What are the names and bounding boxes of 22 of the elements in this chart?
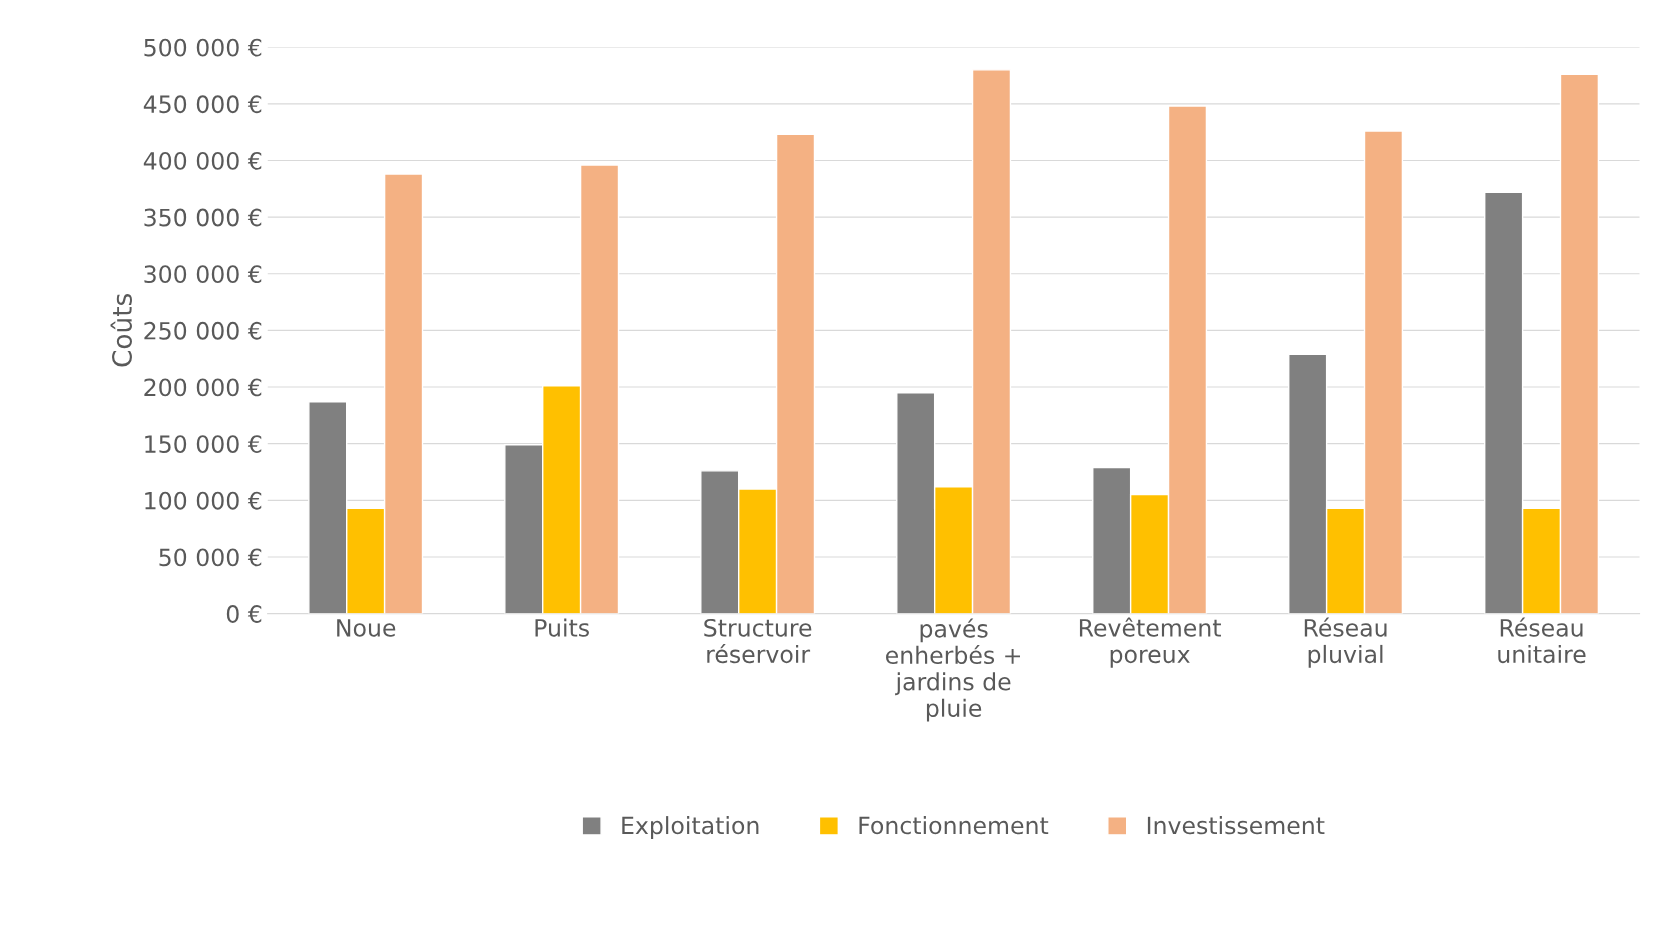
legend-label: Fonctionnement — [859, 816, 1049, 835]
y-tick-label: 250 000 € — [144, 321, 262, 340]
x-tick-label: Réseau unitaire — [1498, 617, 1586, 664]
y-tick-label: 350 000 € — [144, 208, 262, 227]
x-tick-label: Puits — [535, 618, 589, 637]
y-tick-label: 150 000 € — [145, 435, 262, 453]
y-tick-label: 50 000 € — [159, 548, 262, 567]
y-tick-label: 200 000 € — [144, 378, 262, 397]
y-tick-label: 400 000 € — [143, 151, 262, 170]
legend-label: Exploitation — [622, 816, 759, 839]
y-tick-label: 500 000 € — [144, 38, 262, 57]
x-tick-label: Structure réservoir — [704, 618, 812, 664]
x-tick-label: pavés enherbés + jardins de pluie — [886, 618, 1020, 722]
y-tick-label: 450 000 € — [143, 95, 262, 114]
legend-label: Investissement — [1147, 816, 1325, 835]
x-tick-label: Réseau pluvial — [1304, 617, 1387, 668]
y-tick-label: 300 000 € — [144, 265, 262, 284]
y-tick-label: 0 € — [226, 605, 262, 623]
x-tick-label: Noue — [337, 619, 396, 637]
y-tick-label: 100 000 € — [145, 491, 262, 510]
y-axis-title: Coûts — [110, 293, 132, 367]
x-tick-label: Revêtement poreux — [1079, 617, 1221, 668]
